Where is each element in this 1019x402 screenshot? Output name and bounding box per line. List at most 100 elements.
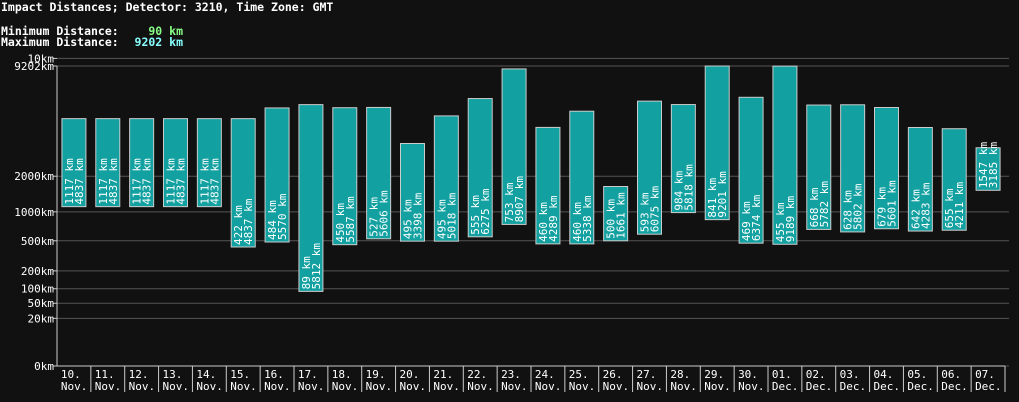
- low-label: 1117 km: [198, 158, 211, 205]
- x-tick-label: 03. Dec.: [840, 368, 867, 393]
- low-label: 984 km: [672, 170, 685, 210]
- x-tick-line: Dec.: [806, 380, 833, 393]
- y-tick-label: 100km: [21, 283, 54, 296]
- x-tick-label: 07. Dec.: [975, 368, 1002, 393]
- low-label: 1117 km: [97, 158, 110, 205]
- bar: [196, 118, 222, 208]
- x-tick-line: Nov.: [637, 380, 664, 393]
- x-tick-line: Dec.: [840, 380, 867, 393]
- low-label: 1547 km: [977, 142, 990, 189]
- bar: [95, 118, 121, 208]
- bar: [738, 96, 764, 244]
- x-tick-label: 04. Dec.: [874, 368, 901, 393]
- x-tick-line: 15.: [230, 368, 250, 381]
- x-tick-line: 30.: [738, 368, 758, 381]
- high-label: 3185 km: [987, 142, 1000, 189]
- low-label: 1117 km: [63, 158, 76, 205]
- x-tick-line: Nov.: [467, 380, 494, 393]
- x-tick-label: 02. Dec.: [806, 368, 833, 393]
- x-tick-line: Dec.: [975, 380, 1002, 393]
- bar: [501, 68, 527, 225]
- x-tick-label: 29. Nov.: [704, 368, 731, 393]
- low-label: 593 km: [639, 192, 652, 232]
- low-label: 89 km: [300, 256, 313, 289]
- x-tick-line: Nov.: [298, 380, 325, 393]
- x-tick-label: 18. Nov.: [332, 368, 359, 393]
- y-tick-label: 1000km: [14, 206, 54, 219]
- x-tick-line: 18.: [332, 368, 352, 381]
- x-tick-line: Nov.: [400, 380, 427, 393]
- bar: [907, 127, 933, 232]
- x-tick-line: Dec.: [941, 380, 968, 393]
- x-tick-label: 24. Nov.: [535, 368, 562, 393]
- high-label: 4837 km: [73, 158, 86, 205]
- low-label: 495 km: [402, 199, 415, 239]
- x-tick-line: Nov.: [61, 380, 88, 393]
- x-tick-label: 12. Nov.: [129, 368, 156, 393]
- x-tick-label: 13. Nov.: [163, 368, 190, 393]
- x-tick-line: Nov.: [230, 380, 257, 393]
- x-tick-line: Dec.: [874, 380, 901, 393]
- x-tick-line: Nov.: [535, 380, 562, 393]
- bar: [163, 118, 188, 208]
- high-label: 8907 km: [513, 176, 526, 223]
- high-label: 5802 km: [852, 183, 865, 230]
- summary-value: 9202 km: [135, 35, 184, 49]
- bar: [535, 126, 561, 245]
- high-label: 4837 km: [141, 158, 154, 205]
- x-tick-line: Nov.: [196, 380, 223, 393]
- x-tick-label: 17. Nov.: [298, 368, 325, 393]
- x-tick-line: 10.: [61, 368, 81, 381]
- bar: [129, 118, 155, 208]
- bar: [806, 104, 832, 230]
- bar: [637, 100, 662, 235]
- x-tick-label: 19. Nov.: [366, 368, 393, 393]
- x-tick-line: 13.: [163, 368, 183, 381]
- low-label: 753 km: [503, 182, 516, 222]
- bar: [264, 107, 290, 243]
- high-label: 5606 km: [378, 190, 391, 237]
- low-label: 527 km: [368, 197, 381, 237]
- low-label: 460 km: [537, 202, 550, 242]
- x-tick-line: Dec.: [907, 380, 934, 393]
- x-tick-line: Nov.: [163, 380, 190, 393]
- bar: [840, 104, 866, 233]
- x-tick-label: 27. Nov.: [637, 368, 664, 393]
- low-label: 422 km: [232, 205, 245, 245]
- low-label: 1117 km: [165, 158, 178, 205]
- low-label: 484 km: [266, 200, 279, 240]
- x-tick-line: Nov.: [264, 380, 291, 393]
- y-tick-label: 2000km: [14, 170, 54, 183]
- x-tick-label: 20. Nov.: [400, 368, 427, 393]
- bar: [61, 118, 87, 208]
- high-label: 9201 km: [716, 171, 729, 218]
- x-tick-label: 28. Nov.: [670, 368, 697, 393]
- high-label: 1661 km: [615, 192, 628, 239]
- high-label: 6075 km: [649, 185, 662, 232]
- high-label: 9189 km: [784, 196, 797, 243]
- bar: [569, 110, 595, 245]
- x-tick-label: 16. Nov.: [264, 368, 291, 393]
- high-label: 4837 km: [107, 158, 120, 205]
- x-tick-line: 23.: [501, 368, 521, 381]
- summary-label: Maximum Distance:: [1, 35, 119, 49]
- low-label: 450 km: [334, 203, 347, 243]
